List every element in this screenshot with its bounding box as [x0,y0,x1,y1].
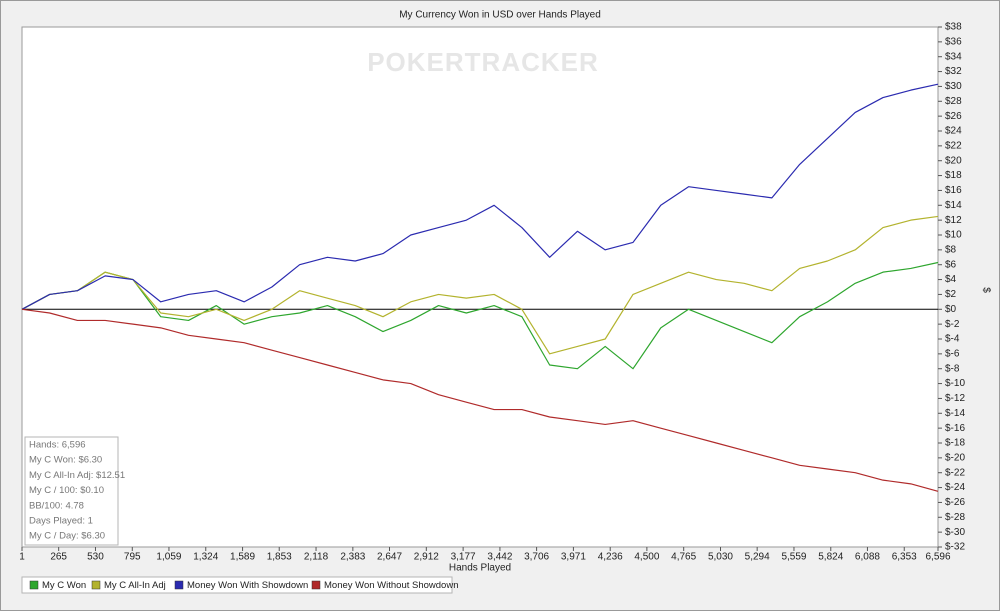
stat-line: My C / 100: $0.10 [29,485,104,496]
y-tick-label: $-22 [945,467,965,478]
x-tick-label: 265 [50,552,67,563]
legend-label: Money Won With Showdown [187,580,308,591]
x-tick-label: 1,589 [230,552,255,563]
x-tick-label: 530 [87,552,104,563]
y-tick-label: $-28 [945,512,965,523]
y-tick-label: $-24 [945,482,965,493]
y-tick-label: $-2 [945,319,960,330]
y-tick-label: $-16 [945,423,965,434]
y-tick-label: $16 [945,185,962,196]
y-tick-label: $-30 [945,527,965,538]
y-tick-label: $32 [945,66,962,77]
stat-line: My C Won: $6.30 [29,455,102,466]
y-tick-label: $14 [945,200,962,211]
y-tick-label: $-6 [945,348,960,359]
x-axis-label: Hands Played [449,563,511,574]
series-line [21,308,939,492]
stats-box: Hands: 6,596 My C Won: $6.30 My C All-In A… [24,436,125,546]
stat-line: Hands: 6,596 [29,440,86,451]
x-tick-label: 5,824 [818,552,843,563]
y-axis-label: $ [980,287,991,293]
y-tick-label: $-18 [945,438,965,449]
y-tick-label: $28 [945,96,962,107]
x-tick-label: 4,236 [598,552,623,563]
series-line [21,261,939,370]
stat-line: My C / Day: $6.30 [29,531,105,542]
x-tick-label: 1,853 [267,552,292,563]
x-tick-label: 1,059 [156,552,181,563]
y-tick-label: $8 [945,244,957,255]
y-tick-label: $-8 [945,363,960,374]
stat-line: BB/100: 4.78 [29,500,84,511]
y-tick-label: $6 [945,259,957,270]
legend-label: Money Won Without Showdown [324,580,458,591]
y-tick-label: $4 [945,274,957,285]
y-tick-label: $24 [945,126,962,137]
x-tick-label: 1,324 [193,552,218,563]
legend-label: My C Won [42,580,86,591]
watermark: POKERTRACKER [367,47,599,77]
series-line [21,215,939,355]
x-tick-label: 4,500 [634,552,659,563]
y-tick-label: $-10 [945,378,965,389]
x-tick-label: 3,442 [487,552,512,563]
legend-label: My C All-In Adj [104,580,166,591]
y-tick-label: $18 [945,170,962,181]
x-tick-label: 5,030 [708,552,733,563]
x-tick-label: 2,118 [304,552,329,563]
x-tick-label: 4,765 [671,552,696,563]
x-tick-label: 6,596 [925,552,950,563]
stats-frame [24,436,119,546]
plot-area [21,26,939,548]
y-tick-label: $-26 [945,497,965,508]
legend-swatch [311,580,321,590]
legend-swatch [29,580,39,590]
legend-swatch [174,580,184,590]
x-tick-label: 5,294 [745,552,770,563]
x-tick-label: 6,088 [855,552,880,563]
y-tick-label: $36 [945,36,962,47]
legend-frame [21,576,453,594]
x-tick-label: 3,177 [451,552,476,563]
y-tick-label: $-12 [945,393,965,404]
y-tick-label: $34 [945,51,962,62]
x-tick-label: 795 [124,552,141,563]
y-tick-label: $12 [945,215,962,226]
y-tick-label: $-32 [945,542,965,553]
chart-title: My Currency Won in USD over Hands Played [399,10,601,21]
x-tick-label: 1 [19,552,25,563]
stat-line: My C All-In Adj: $12.51 [29,470,125,481]
x-tick-label: 3,706 [524,552,549,563]
y-tick-label: $-20 [945,452,965,463]
stat-line: Days Played: 1 [29,516,93,527]
y-tick-label: $-14 [945,408,965,419]
x-tick-label: 2,912 [414,552,439,563]
y-tick-label: $-4 [945,334,960,345]
y-tick-label: $22 [945,140,962,151]
x-tick-label: 5,559 [781,552,806,563]
series-line [21,83,939,310]
x-tick-label: 6,353 [892,552,917,563]
y-tick-label: $30 [945,81,962,92]
y-tick-label: $0 [945,304,957,315]
y-tick-label: $20 [945,155,962,166]
y-tick-label: $26 [945,111,962,122]
y-tick-label: $10 [945,230,962,241]
x-tick-label: 2,647 [377,552,402,563]
y-tick-label: $38 [945,22,962,33]
y-tick-label: $2 [945,289,957,300]
x-tick-label: 3,971 [561,552,586,563]
x-tick-label: 2,383 [340,552,365,563]
legend-swatch [91,580,101,590]
